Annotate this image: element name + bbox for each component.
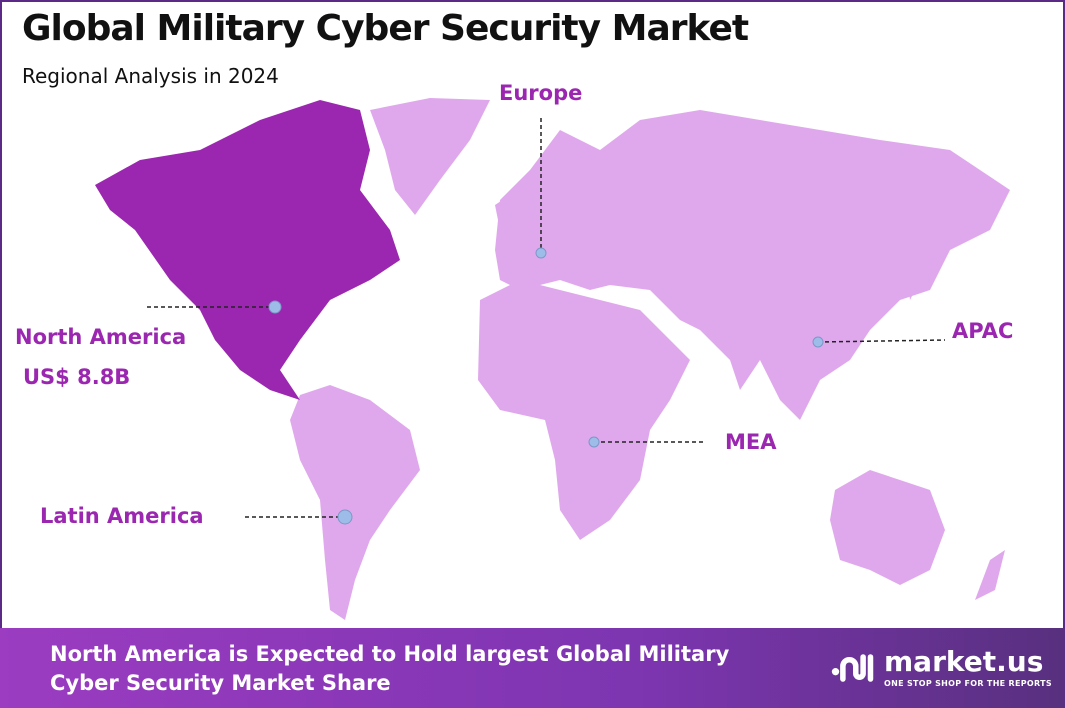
footer-line-2: Cyber Security Market Share: [50, 671, 391, 695]
south-america: [290, 385, 420, 620]
logo-icon: [831, 654, 874, 682]
value-north-america: US$ 8.8B: [23, 365, 131, 389]
world-map: [95, 98, 1010, 620]
marker-apac[interactable]: [812, 336, 824, 348]
uk: [495, 195, 515, 230]
market-us-logo: market.us ONE STOP SHOP FOR THE REPORTS: [830, 648, 1052, 688]
logo-tagline: ONE STOP SHOP FOR THE REPORTS: [884, 679, 1052, 688]
eurasia: [495, 110, 1010, 420]
footer-text: North America is Expected to Hold larges…: [50, 640, 729, 698]
marker-mea[interactable]: [588, 436, 600, 448]
page-subtitle: Regional Analysis in 2024: [22, 64, 279, 88]
leader-lines: [147, 118, 946, 518]
marker-europe[interactable]: [535, 247, 547, 259]
greenland: [370, 98, 490, 215]
marker-latin-america[interactable]: [337, 509, 353, 525]
new-zealand: [975, 550, 1005, 600]
region-markers: [268, 247, 824, 525]
label-latin-america: Latin America: [40, 504, 204, 528]
australia: [830, 470, 945, 585]
japan: [905, 230, 925, 300]
label-mea: MEA: [725, 430, 777, 454]
other-regions: [290, 98, 1010, 620]
logo-name: market.us: [884, 645, 1044, 678]
label-north-america: North America: [15, 325, 187, 349]
label-apac: APAC: [952, 319, 1014, 343]
page-title: Global Military Cyber Security Market: [22, 8, 749, 49]
africa: [478, 280, 690, 540]
north-america-highlighted: [95, 100, 400, 400]
marker-north-america[interactable]: [268, 300, 282, 314]
footer-banner: North America is Expected to Hold larges…: [0, 628, 1065, 708]
label-europe: Europe: [499, 81, 583, 105]
footer-line-1: North America is Expected to Hold larges…: [50, 642, 730, 666]
